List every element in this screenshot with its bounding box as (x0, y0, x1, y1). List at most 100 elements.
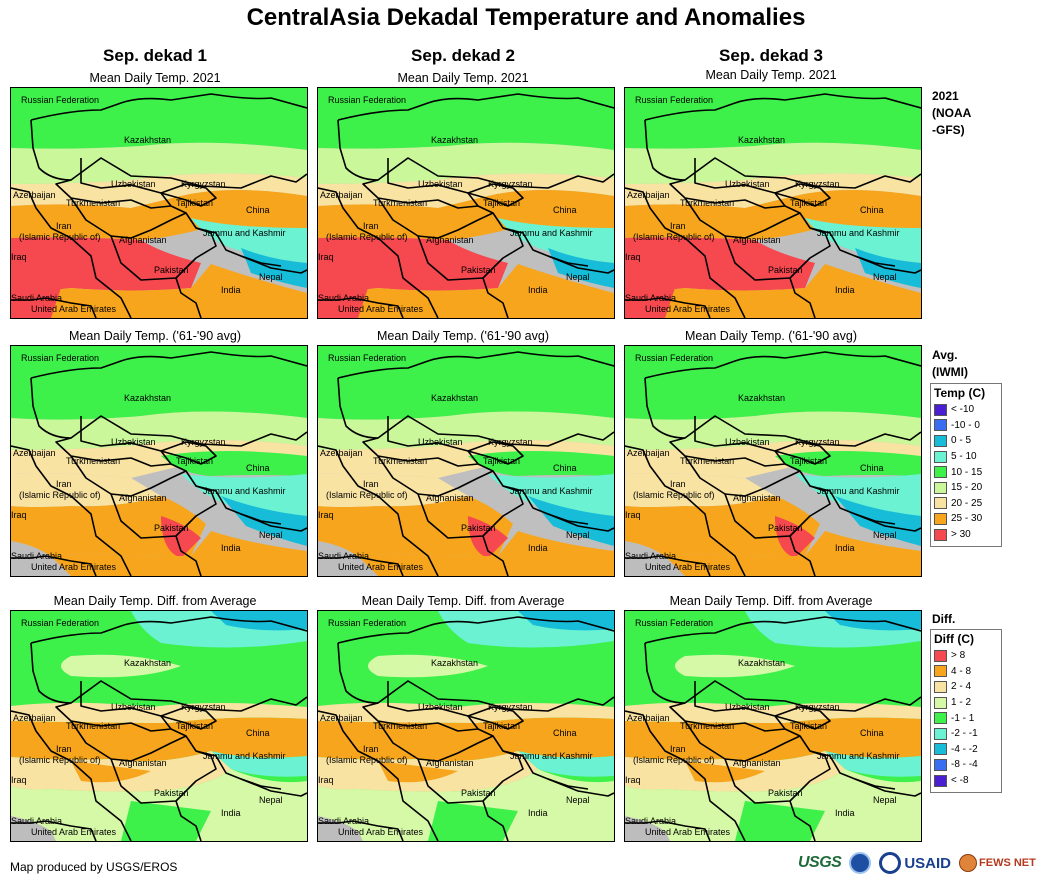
country-label: Kyrgyzstan (795, 179, 840, 189)
country-border (644, 119, 921, 189)
legend-label: -8 - -4 (951, 759, 978, 771)
country-border (70, 197, 217, 281)
country-label: Jammu and Kashmir (817, 751, 900, 761)
raster-zone (318, 496, 513, 556)
raster-zone (625, 88, 921, 150)
country-border (160, 706, 217, 730)
country-label: India (528, 543, 548, 553)
country-border (337, 377, 614, 447)
legend-swatch (934, 712, 947, 725)
raster-zone (318, 142, 614, 184)
raster-zone (825, 611, 921, 631)
raster-zone (805, 218, 921, 263)
country-label: Tajikistan (790, 198, 827, 208)
country-label: India (528, 808, 548, 818)
country-label: Kyrgyzstan (488, 179, 533, 189)
country-label: Nepal (566, 272, 590, 282)
country-label: Azerbaijan (13, 190, 56, 200)
raster-zone (625, 717, 921, 762)
row-label-average: Avg. (IWMI) (932, 348, 968, 379)
country-border (160, 183, 217, 207)
raster-zone (318, 541, 378, 576)
country-label: (Islamic Republic of) (326, 755, 408, 765)
page-title: CentralAsia Dekadal Temperature and Anom… (246, 4, 806, 31)
country-label: Nepal (259, 272, 283, 282)
country-border (669, 158, 786, 209)
country-border (110, 735, 187, 762)
raster-zone (318, 411, 614, 450)
country-border (11, 820, 97, 841)
legend-swatch (934, 649, 947, 662)
legend-label: > 30 (951, 529, 971, 541)
country-label: Iran (56, 744, 72, 754)
country-label: Nepal (873, 272, 897, 282)
legend-item: < -8 (931, 773, 1001, 789)
country-label: Pakistan (154, 265, 189, 275)
country-label: Pakistan (461, 523, 496, 533)
country-label: (Islamic Republic of) (19, 755, 101, 765)
country-label: Saudi Arabia (625, 293, 676, 303)
country-border (11, 555, 97, 576)
raster-zone (775, 516, 815, 558)
country-border (318, 555, 404, 576)
country-label: China (860, 463, 884, 473)
country-label: Kyrgyzstan (488, 702, 533, 712)
raster-zone (625, 411, 921, 450)
country-label: Russian Federation (21, 353, 99, 363)
country-label: Turkmenistan (680, 198, 734, 208)
country-label: Uzbekistan (725, 702, 770, 712)
map-canvas: Russian Federation Kazakhstan Uzbekistan Ky… (625, 611, 921, 841)
raster-zone (11, 88, 307, 150)
country-label: Turkmenistan (66, 721, 120, 731)
country-label: Azerbaijan (320, 190, 363, 200)
usaid-logo-text: USAID (904, 854, 952, 872)
country-border (724, 735, 801, 762)
country-border (175, 277, 202, 318)
country-label: Saudi Arabia (318, 816, 369, 826)
country-label: Iran (670, 221, 686, 231)
country-border (30, 616, 307, 644)
map-panel-difference-dekad-3: Russian Federation Kazakhstan Uzbekistan Ky… (624, 610, 922, 842)
country-label: Uzbekistan (725, 437, 770, 447)
country-border (774, 183, 831, 207)
map-panel-difference-dekad-2: Russian Federation Kazakhstan Uzbekistan Ky… (317, 610, 615, 842)
map-panel-difference-dekad-1: Russian Federation Kazakhstan Uzbekistan Ky… (10, 610, 308, 842)
country-border (789, 800, 816, 841)
country-border (362, 158, 479, 209)
country-border (362, 416, 479, 467)
country-label: India (835, 543, 855, 553)
raster-zone (211, 611, 307, 631)
map-panel-current-dekad-2: Russian Federation Kazakhstan Uzbekistan Ky… (317, 87, 615, 319)
country-border (337, 616, 614, 644)
country-label: Tajikistan (790, 456, 827, 466)
country-label: Iran (670, 744, 686, 754)
country-border (11, 710, 132, 841)
panel-title: Mean Daily Temp. Diff. from Average (53, 594, 257, 608)
country-border (377, 197, 524, 281)
panel-title: Mean Daily Temp. ('61-'90 avg) (685, 329, 857, 343)
country-border (854, 513, 921, 532)
country-label: United Arab Emirates (645, 304, 731, 314)
legend-label: -4 - -2 (951, 743, 978, 755)
country-label: Kyrgyzstan (181, 437, 226, 447)
legend-item: -8 - -4 (931, 757, 1001, 773)
country-label: Jammu and Kashmir (817, 228, 900, 238)
country-label: Russian Federation (635, 95, 713, 105)
country-border (30, 377, 307, 447)
country-border (160, 441, 217, 465)
country-border (337, 93, 614, 121)
country-label: Nepal (873, 795, 897, 805)
raster-zone (11, 541, 71, 576)
country-label: China (553, 205, 577, 215)
country-label: (Islamic Republic of) (19, 490, 101, 500)
country-label: Azerbaijan (13, 448, 56, 458)
country-label: Russian Federation (635, 618, 713, 628)
country-label: Turkmenistan (373, 721, 427, 731)
country-label: Russian Federation (21, 618, 99, 628)
country-label: (Islamic Republic of) (326, 232, 408, 242)
country-label: Russian Federation (21, 95, 99, 105)
raster-zone (468, 516, 508, 558)
country-label: Kazakhstan (124, 658, 171, 668)
country-label: India (835, 285, 855, 295)
country-label: Saudi Arabia (11, 551, 62, 561)
